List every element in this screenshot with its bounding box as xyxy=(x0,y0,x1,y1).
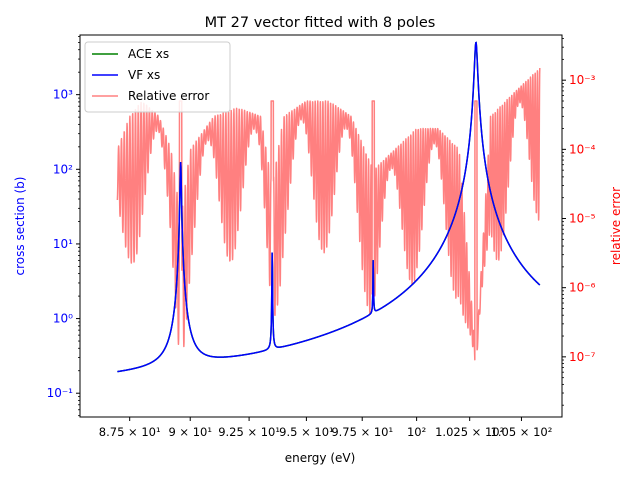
y-right-tick-label-4: 10⁻³ xyxy=(569,73,596,87)
x-tick-label-5: 10² xyxy=(407,425,426,439)
plot-area xyxy=(116,41,541,373)
legend-label-ace-xs: ACE xs xyxy=(128,47,169,61)
y-axis-right-label: relative error xyxy=(609,187,623,265)
x-tick-label-2: 9.25 × 10¹ xyxy=(218,425,280,439)
legend-label-relative-error: Relative error xyxy=(128,89,209,103)
x-axis: 8.75 × 10¹ 9 × 10¹ 9.25 × 10¹ 9.5 × 10¹9.75… xyxy=(99,417,553,439)
y-right-tick-label-2: 10⁻⁵ xyxy=(569,212,596,226)
plot-frame xyxy=(79,34,563,418)
legend-label-vf-xs: VF xs xyxy=(128,68,160,82)
y-left-tick-label-1: 10⁰ xyxy=(53,312,73,326)
y-left-tick-label-3: 10² xyxy=(53,162,73,176)
x-tick-label-1: 9 × 10¹ xyxy=(168,425,212,439)
y-axis-left: 10⁻¹ 10⁰ 10¹ 10² 10³ xyxy=(47,36,80,417)
y-left-tick-label-2: 10¹ xyxy=(53,237,73,251)
chart-title: MT 27 vector fitted with 8 poles xyxy=(205,15,436,31)
x-axis-label: energy (eV) xyxy=(285,451,356,465)
y-left-tick-label-0: 10⁻¹ xyxy=(47,386,74,400)
x-tick-label-4: 9.75 × 10¹ xyxy=(331,425,393,439)
y-axis-right: 10⁻⁷ 10⁻⁶ 10⁻⁵ 10⁻⁴ 10⁻³ xyxy=(562,38,596,406)
y-left-tick-label-4: 10³ xyxy=(53,88,73,102)
x-tick-label-6: 1.025 × 10² xyxy=(435,425,504,439)
y-axis-left-label: cross section (b) xyxy=(13,177,27,276)
y-right-tick-label-1: 10⁻⁶ xyxy=(569,281,596,295)
x-tick-label-0: 8.75 × 10¹ xyxy=(99,425,161,439)
series-group xyxy=(116,41,541,373)
legend-box xyxy=(84,41,231,113)
y-right-tick-label-3: 10⁻⁴ xyxy=(569,142,596,156)
series-line-vf-xs xyxy=(117,41,541,373)
series-line-relative-error xyxy=(116,67,541,361)
legend: ACE xs VF xs Relative error xyxy=(84,41,231,113)
y-right-tick-label-0: 10⁻⁷ xyxy=(569,350,596,364)
x-tick-label-3: 9.5 × 10¹ xyxy=(279,425,333,439)
x-tick-label-7: 1.05 × 10² xyxy=(491,425,553,439)
